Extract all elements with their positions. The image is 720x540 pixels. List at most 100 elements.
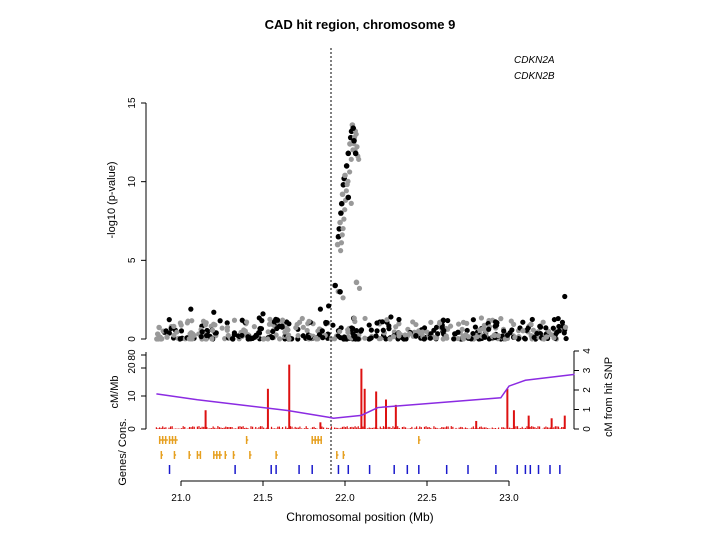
association-point-peak [343,188,349,194]
association-point [451,336,457,342]
association-point-peak [337,219,343,226]
association-point [403,336,409,342]
association-point [562,293,568,300]
association-point [239,332,245,339]
association-point [326,303,332,309]
association-point [452,331,458,337]
association-point-peak [340,225,346,232]
association-point [480,326,486,332]
association-point-peak [347,141,353,147]
association-point [284,319,290,325]
association-point-peak [332,282,338,289]
association-point [187,331,193,337]
association-point-peak [342,207,348,213]
association-point [528,321,534,327]
association-point-peak [351,137,357,144]
association-point [317,306,323,312]
x-axis-label: Chromosomal position (Mb) [286,510,433,524]
association-point [447,323,454,329]
association-point [188,306,194,312]
gene-tracks [158,436,561,474]
association-point [431,327,437,333]
association-point [319,328,325,334]
recombination-right-tick-label: 2 [582,387,593,393]
association-point [293,325,299,331]
recombination-rate-series [155,364,566,429]
association-point [556,323,562,330]
association-point [186,336,192,342]
association-point [440,317,446,323]
association-point [495,333,501,339]
association-point [368,327,374,333]
association-point [402,332,408,338]
association-point [439,324,445,330]
recombination-left-tick-label: 10 [127,390,138,402]
association-point [351,315,357,321]
recombination-left-tick-label: 80 [127,349,138,361]
association-point [350,325,356,332]
association-point [474,334,480,340]
association-point-peak [342,172,348,179]
association-point [203,320,209,326]
x-tick-label: 23.0 [499,493,519,504]
association-point [277,336,283,342]
association-point [388,314,394,320]
association-point [300,324,306,330]
association-point [470,330,476,337]
association-point [358,327,365,333]
association-point-peak [345,178,351,184]
association-point [383,336,389,342]
association-point [219,325,225,331]
association-point [231,317,238,323]
association-point-peak [336,226,343,232]
association-point [491,332,498,339]
association-point [459,326,465,332]
recombination-left-label: cM/Mb [109,376,121,409]
association-point [164,334,170,340]
recombination-right-tick-label: 0 [582,426,593,432]
association-point [428,319,434,325]
recombination-right-tick-label: 1 [582,406,593,412]
association-point [544,334,550,340]
association-point [393,324,399,330]
association-point [267,316,273,322]
recombination-left-tick-label: 20 [127,362,138,374]
association-point [379,319,386,325]
association-point [540,319,546,325]
association-point [470,317,476,323]
association-point [529,316,535,323]
association-point [265,336,271,342]
association-point [396,316,402,323]
association-point [421,336,427,342]
x-axis: 21.0 21.5 22.0 22.5 23.0 [171,480,519,504]
association-point [245,334,251,340]
association-point [156,324,162,330]
association-point [478,315,485,321]
association-point-peak [338,240,345,246]
association-point [299,315,305,322]
association-y-label: -log10 (p-value) [106,161,118,238]
association-point [211,321,217,327]
association-point [492,319,499,325]
association-point [387,336,393,342]
recombination-left-tick-label: 0 [127,426,138,432]
association-point [305,334,312,340]
gene-label-cdkn2b: CDKN2B [514,71,555,82]
association-point [330,322,336,328]
association-point [520,319,526,325]
association-point [464,327,470,334]
association-point [362,335,368,341]
association-point [461,333,467,339]
association-point [501,328,507,334]
association-point [413,321,419,328]
association-point [313,335,319,341]
association-point [337,334,343,341]
association-point [559,319,566,325]
association-point [345,327,351,333]
association-y-tick-label: 15 [127,97,138,109]
association-point [563,335,569,342]
association-scatter [154,122,569,342]
association-point [550,325,556,331]
association-point [276,323,282,329]
